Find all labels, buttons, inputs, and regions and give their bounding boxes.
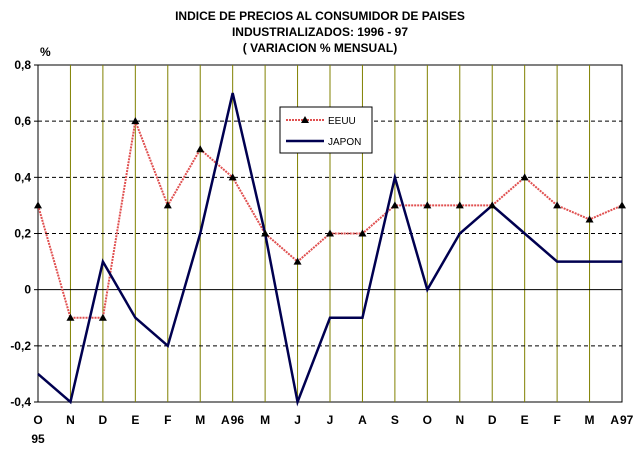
- x-tick-label: N: [455, 413, 464, 427]
- y-axis-unit-label: %: [40, 45, 51, 59]
- series-line-japon: [37, 92, 622, 407]
- x-tick-label: F: [164, 413, 171, 427]
- data-point-eeuu: [228, 173, 237, 181]
- y-tick-label: 0,8: [14, 58, 31, 72]
- data-point-eeuu: [488, 201, 497, 209]
- x-tick-label: M: [195, 413, 205, 427]
- x-tick-label: J: [327, 413, 334, 427]
- data-point-eeuu: [261, 229, 270, 237]
- y-tick-label: 0,2: [14, 227, 31, 241]
- data-point-eeuu: [66, 313, 75, 321]
- y-tick-label: -0,4: [10, 395, 31, 409]
- data-point-eeuu: [358, 229, 367, 237]
- x-tick-label: E: [521, 413, 529, 427]
- y-tick-label: 0,4: [14, 170, 31, 184]
- data-point-eeuu: [131, 117, 140, 125]
- y-tick-label: 0,6: [14, 114, 31, 128]
- data-point-eeuu: [618, 201, 626, 209]
- x-tick-label: O: [33, 413, 42, 427]
- x-year-label: 97: [620, 413, 634, 427]
- data-point-eeuu: [163, 201, 172, 209]
- chart-title-line-2: INDUSTRIALIZADOS: 1996 - 97: [231, 25, 409, 39]
- legend-box: [279, 106, 373, 154]
- x-tick-label: D: [488, 413, 497, 427]
- x-tick-label: S: [391, 413, 399, 427]
- y-tick-label: -0,2: [10, 339, 31, 353]
- x-tick-label: A: [358, 413, 367, 427]
- chart-title-line-1: INDICE DE PRECIOS AL CONSUMIDOR DE PAISE…: [175, 9, 465, 23]
- x-tick-label: E: [131, 413, 139, 427]
- data-point-eeuu: [326, 229, 334, 237]
- y-tick-label: 0: [24, 283, 31, 297]
- data-point-eeuu: [196, 145, 205, 153]
- data-point-eeuu: [520, 173, 529, 181]
- x-tick-label: N: [66, 413, 75, 427]
- data-point-eeuu: [455, 201, 464, 209]
- x-tick-label: A: [221, 413, 230, 427]
- x-tick-label: J: [294, 413, 301, 427]
- data-point-eeuu: [293, 257, 302, 265]
- chart-title-line-3: ( VARIACION % MENSUAL): [242, 41, 398, 55]
- data-point-eeuu: [585, 215, 594, 223]
- x-tick-label: A: [610, 413, 619, 427]
- x-tick-label: M: [585, 413, 595, 427]
- data-point-eeuu: [390, 201, 399, 209]
- x-tick-label: F: [553, 413, 560, 427]
- x-tick-label: D: [99, 413, 108, 427]
- x-tick-label: M: [260, 413, 270, 427]
- data-point-eeuu: [423, 201, 432, 209]
- x-tick-label: O: [423, 413, 432, 427]
- x-year-label: 95: [31, 432, 45, 446]
- data-point-eeuu: [34, 201, 42, 209]
- legend-marker-eeuu: [301, 116, 309, 123]
- legend-label-eeuu: EEUU: [328, 116, 356, 127]
- x-year-label: 96: [231, 413, 245, 427]
- data-point-eeuu: [553, 201, 562, 209]
- legend-label-japon: JAPON: [328, 137, 361, 148]
- data-point-eeuu: [98, 313, 107, 321]
